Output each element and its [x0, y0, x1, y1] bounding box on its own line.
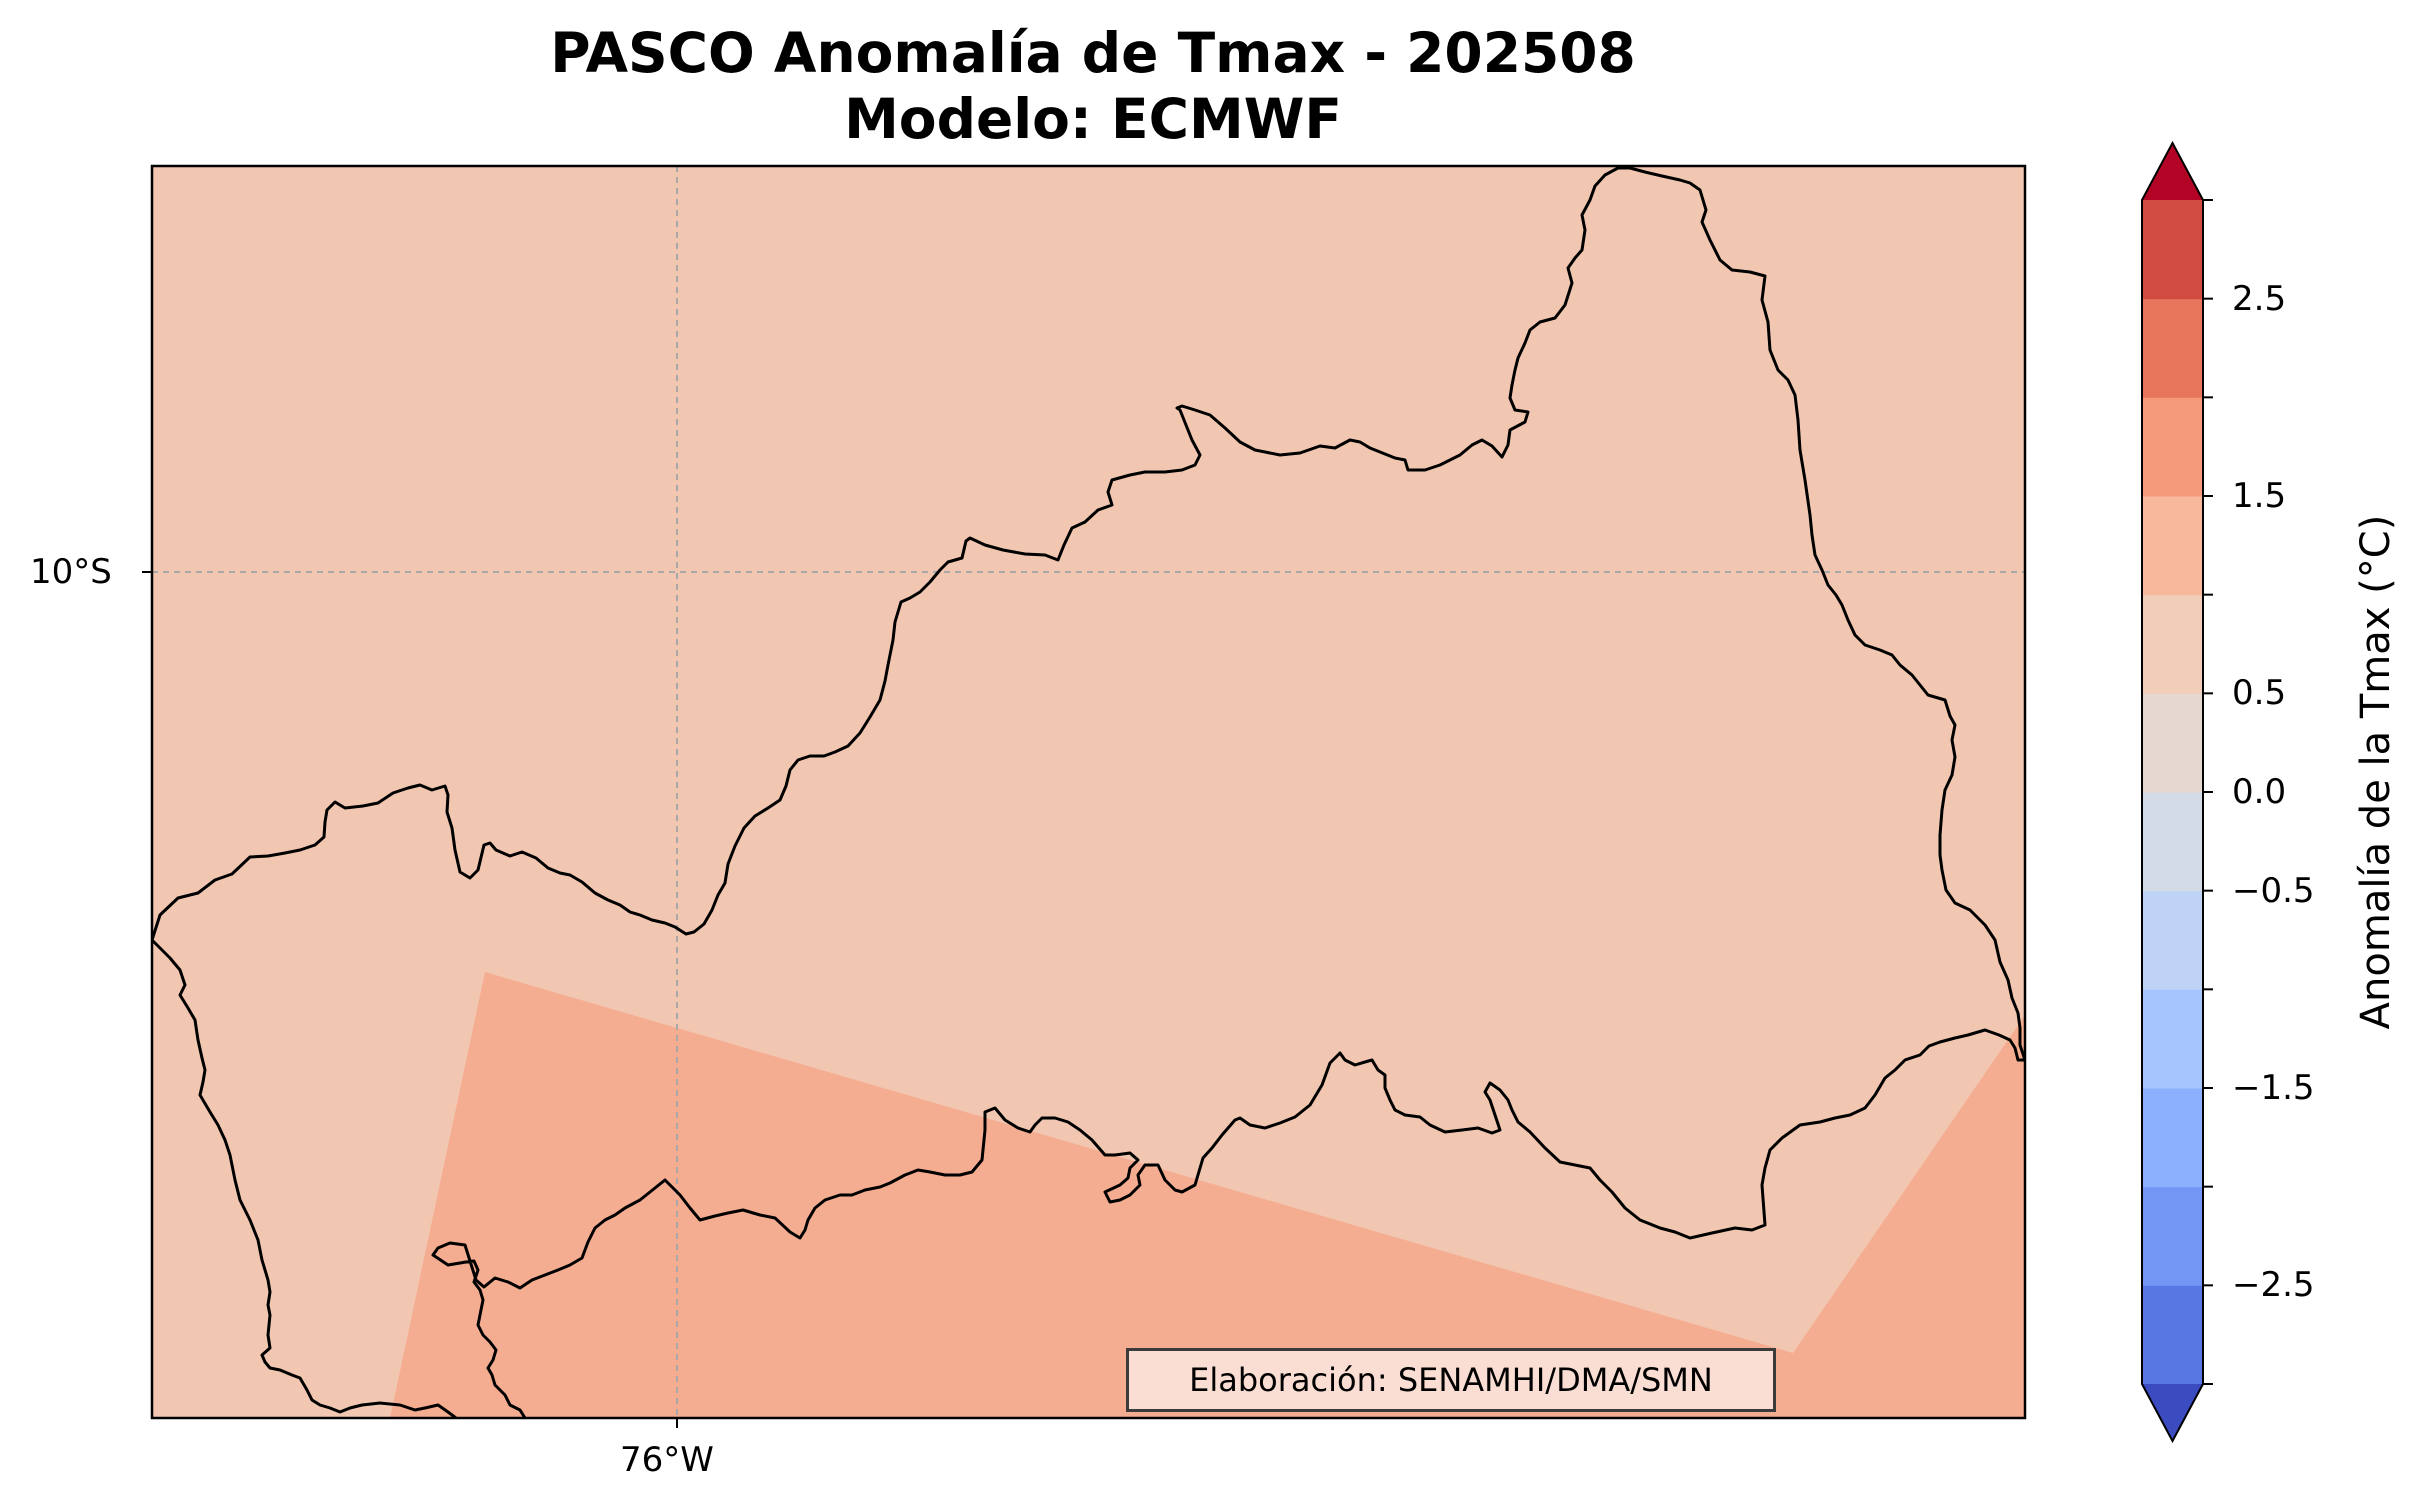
- credit-box: Elaboración: SENAMHI/DMA/SMN: [1126, 1348, 1776, 1412]
- colorbar-segment: [2142, 1186, 2203, 1286]
- colorbar-tick-label: −2.5: [2232, 1265, 2315, 1306]
- colorbar: [2141, 140, 2213, 1444]
- anomaly-fill-0.5-1.0: [390, 972, 2025, 1418]
- colorbar-segment: [2142, 890, 2203, 990]
- colorbar-tick-label: 0.0: [2232, 772, 2287, 812]
- pasco-boundary: [152, 166, 2025, 1418]
- colorbar-segment: [2142, 496, 2203, 596]
- map-subtitle: Modelo: ECMWF: [844, 87, 1342, 151]
- colorbar-segment: [2142, 200, 2203, 300]
- colorbar-segment: [2142, 1088, 2203, 1188]
- colorbar-tick-label: 1.5: [2232, 476, 2287, 516]
- latitude-tick-label: 10°S: [30, 552, 112, 592]
- colorbar-segment: [2142, 594, 2203, 694]
- colorbar-segment: [2142, 397, 2203, 497]
- colorbar-tick-label: 0.5: [2232, 673, 2287, 714]
- colorbar-segment: [2142, 1285, 2203, 1385]
- map-title: PASCO Anomalía de Tmax - 202508: [550, 21, 1636, 85]
- longitude-tick-label: 76°W: [620, 1440, 714, 1480]
- colorbar-segment: [2142, 693, 2203, 793]
- colorbar-segment: [2142, 298, 2203, 398]
- colorbar-extend-max: [2142, 143, 2203, 200]
- colorbar-extend-min: [2142, 1384, 2203, 1441]
- map-frame: [150, 164, 2027, 1420]
- colorbar-tick-label: −1.5: [2232, 1068, 2315, 1108]
- colorbar-title: Anomalía de la Tmax (°C): [2353, 514, 2399, 1030]
- colorbar-tick-label: 2.5: [2232, 278, 2287, 319]
- colorbar-segment: [2142, 989, 2203, 1089]
- colorbar-tick-label: −0.5: [2232, 870, 2315, 911]
- colorbar-segment: [2142, 792, 2203, 892]
